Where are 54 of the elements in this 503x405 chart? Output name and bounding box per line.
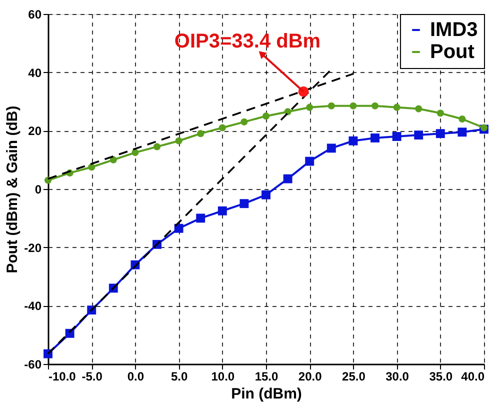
point	[197, 130, 204, 138]
point	[348, 136, 358, 146]
y-tick-label: 40	[28, 66, 42, 80]
y-tick-label: 20	[28, 124, 42, 138]
point	[218, 206, 227, 216]
point	[350, 102, 357, 110]
point	[393, 104, 400, 111]
point	[88, 164, 96, 171]
x-tick-label: 30.0	[386, 370, 410, 384]
point	[262, 112, 270, 120]
x-tick-label: 40.0	[461, 370, 485, 384]
point	[240, 118, 248, 126]
y-tick-label: -60	[24, 358, 42, 372]
point	[132, 149, 139, 156]
point	[196, 214, 206, 223]
point	[436, 129, 445, 138]
point	[175, 137, 182, 144]
point	[240, 199, 249, 208]
point	[262, 190, 270, 200]
x-tick-label: 0.0	[127, 370, 144, 384]
x-tick-label: 10.0	[211, 370, 235, 384]
point	[218, 124, 226, 132]
point	[371, 102, 379, 110]
y-tick-label: -40	[24, 299, 42, 314]
legend-label: IMD3	[430, 19, 478, 41]
point	[436, 110, 444, 117]
point	[414, 130, 424, 140]
y-tick-label: 0	[34, 182, 42, 196]
point	[480, 124, 488, 132]
point	[370, 133, 380, 142]
point	[392, 132, 402, 141]
point	[458, 128, 467, 137]
legend-label: Pout	[430, 41, 475, 63]
point	[153, 143, 161, 150]
point	[305, 156, 314, 166]
y-tick-label: 60	[28, 8, 42, 22]
x-tick-label: 20.0	[298, 370, 322, 384]
x-tick-label: 15.0	[254, 370, 278, 384]
point	[283, 174, 292, 184]
y-axis-title: Pout (dBm) & Gain (dB)	[4, 106, 22, 274]
point	[326, 144, 336, 153]
annotation: OIP3=33.4 dBm	[174, 30, 321, 53]
x-tick-label: -10.0	[48, 370, 76, 384]
point	[415, 105, 422, 112]
x-tick-label: 5.0	[170, 370, 188, 384]
x-axis-title: Pin (dBm)	[231, 386, 302, 402]
y-tick-label: -20	[24, 240, 42, 255]
x-tick-label: 35.0	[429, 370, 453, 384]
point	[458, 115, 466, 123]
point	[306, 104, 314, 111]
x-tick-label: -5.0	[82, 370, 103, 384]
x-tick-label: 25.0	[342, 370, 366, 384]
point	[328, 102, 335, 110]
point	[174, 224, 184, 233]
